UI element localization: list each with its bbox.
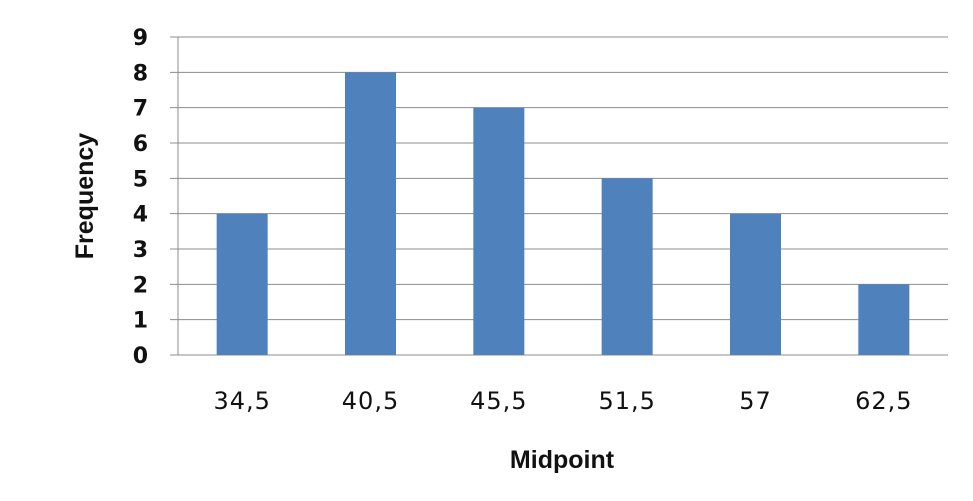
y-tick-label: 9 — [133, 26, 148, 51]
bar-40,5 — [345, 72, 396, 355]
y-tick-labels: 0 1 2 3 4 5 6 7 8 9 — [133, 26, 148, 369]
y-tick-label: 3 — [133, 238, 148, 263]
y-tick-label: 2 — [133, 273, 148, 298]
bar-45,5 — [473, 107, 525, 356]
y-tick-label: 5 — [133, 167, 148, 192]
x-tick-label: 45,5 — [470, 387, 527, 415]
y-tick-label: 8 — [133, 61, 148, 86]
gridlines — [170, 36, 948, 356]
bar-51,5 — [601, 178, 653, 355]
y-tick-label: 4 — [133, 203, 148, 228]
x-tick-labels: 34,5 40,5 45,5 51,5 57 62,5 — [213, 387, 912, 415]
x-tick-label: 62,5 — [855, 387, 912, 415]
bars — [216, 72, 910, 356]
x-tick-label: 51,5 — [598, 387, 655, 415]
bar-62,5 — [858, 284, 910, 355]
bar-34,5 — [216, 213, 268, 355]
y-axis-label: Frequency — [71, 133, 99, 260]
y-tick-label: 6 — [133, 132, 148, 157]
x-tick-label: 57 — [739, 387, 772, 415]
x-tick-label: 40,5 — [342, 387, 399, 415]
x-tick-label: 34,5 — [213, 387, 270, 415]
y-tick-label: 1 — [133, 309, 148, 334]
x-axis-label: Midpoint — [510, 446, 615, 474]
bar-57 — [730, 213, 781, 355]
y-tick-label: 0 — [133, 344, 148, 369]
y-tick-label: 7 — [133, 97, 148, 122]
